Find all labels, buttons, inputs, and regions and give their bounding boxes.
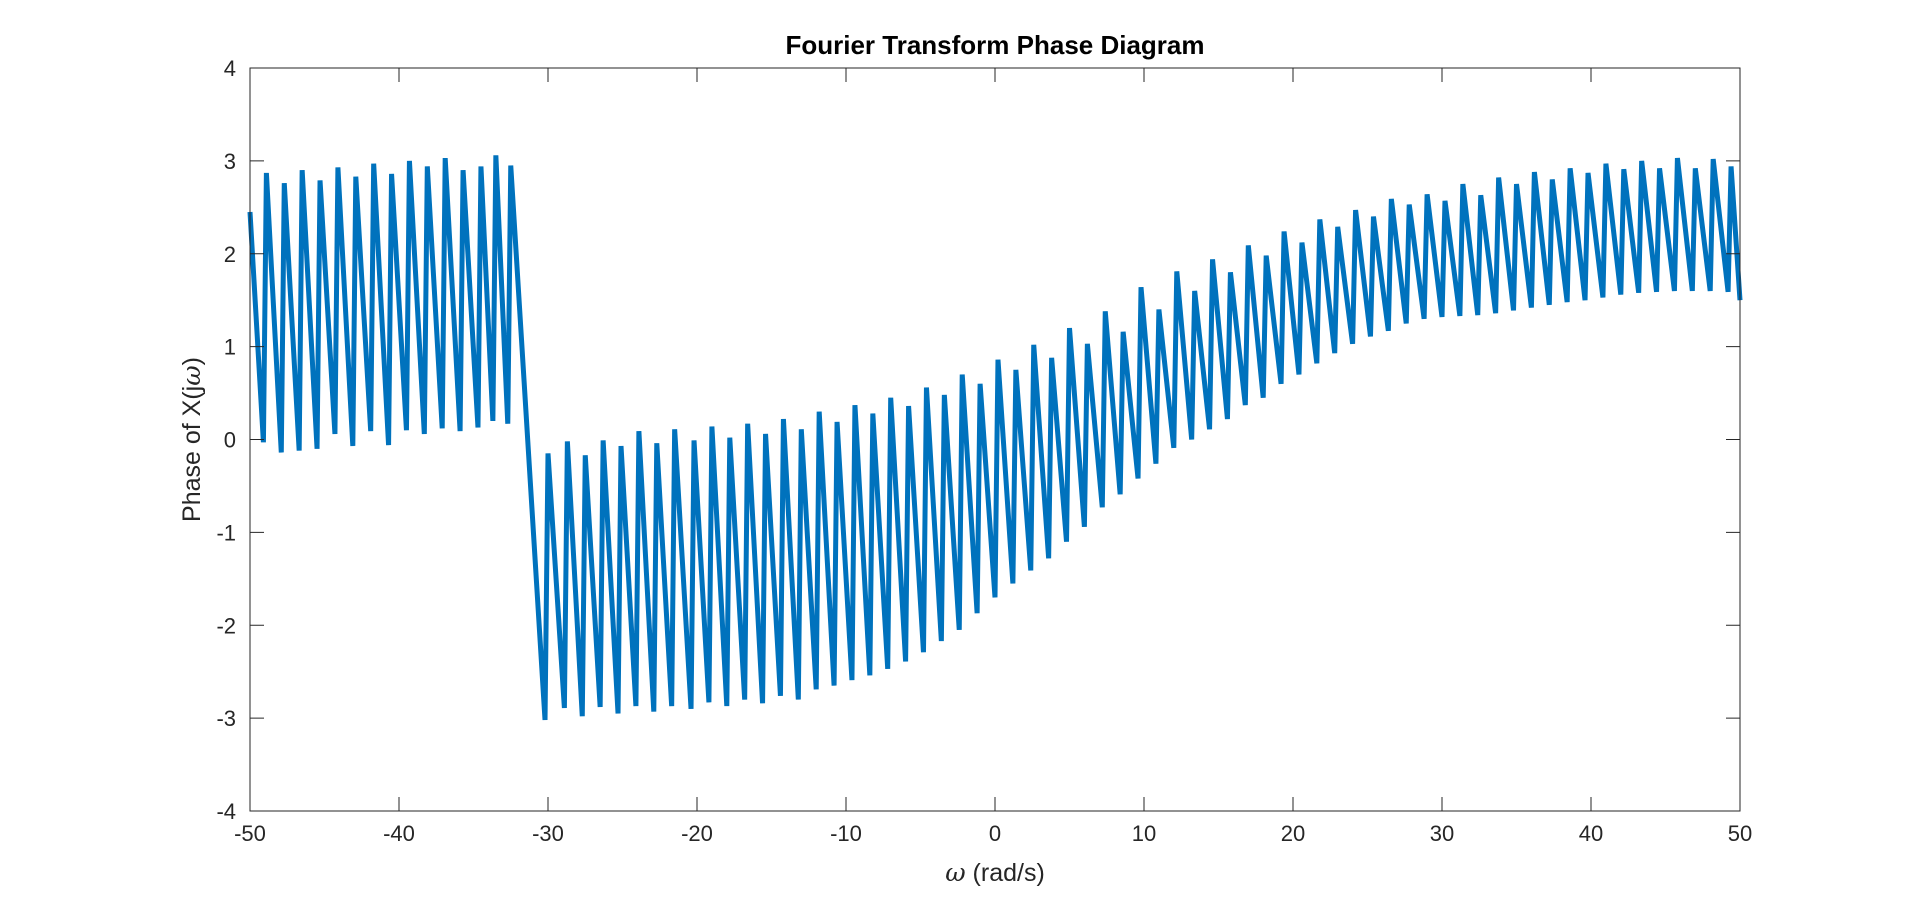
x-tick-labels: -50 -40 -30 -20 -10 0 10 20 30 40 50 bbox=[234, 821, 1752, 846]
x-axis-label-symbol: ω bbox=[945, 858, 965, 887]
x-tick-label: -10 bbox=[830, 821, 862, 846]
x-tick-label: 20 bbox=[1281, 821, 1305, 846]
y-tick-labels: -4 -3 -2 -1 0 1 2 3 4 bbox=[216, 56, 236, 824]
data-layer bbox=[247, 155, 1743, 721]
y-tick-label: 1 bbox=[224, 335, 236, 360]
y-tick-label: 0 bbox=[224, 428, 236, 453]
y-tick-label: -2 bbox=[216, 613, 236, 638]
y-tick-label: -3 bbox=[216, 706, 236, 731]
x-tick-label: -50 bbox=[234, 821, 266, 846]
phase-series-line bbox=[247, 155, 1743, 721]
axes-layer bbox=[249, 67, 1741, 812]
y-tick-label: 4 bbox=[224, 56, 236, 81]
x-tick-label: -30 bbox=[532, 821, 564, 846]
x-tick-label: -40 bbox=[383, 821, 415, 846]
y-tick-label: -4 bbox=[216, 799, 236, 824]
y-axis-label-prefix: Phase of X(j bbox=[178, 386, 206, 522]
y-tick-label: 2 bbox=[224, 242, 236, 267]
y-axis-label: Phase of X(jω) bbox=[177, 357, 206, 522]
x-axis-label: ω (rad/s) bbox=[945, 858, 1045, 887]
y-tick-label: 3 bbox=[224, 149, 236, 174]
x-axis-label-unit: (rad/s) bbox=[966, 859, 1045, 887]
x-tick-label: -20 bbox=[681, 821, 713, 846]
y-axis-label-symbol: ω bbox=[177, 365, 206, 385]
y-tick-label: -1 bbox=[216, 520, 236, 545]
x-tick-label: 0 bbox=[989, 821, 1001, 846]
x-tick-label: 40 bbox=[1579, 821, 1603, 846]
x-tick-label: 10 bbox=[1132, 821, 1156, 846]
x-tick-label: 30 bbox=[1430, 821, 1454, 846]
y-axis-label-suffix: ) bbox=[178, 357, 206, 365]
chart-title: Fourier Transform Phase Diagram bbox=[785, 30, 1204, 60]
x-tick-label: 50 bbox=[1728, 821, 1752, 846]
